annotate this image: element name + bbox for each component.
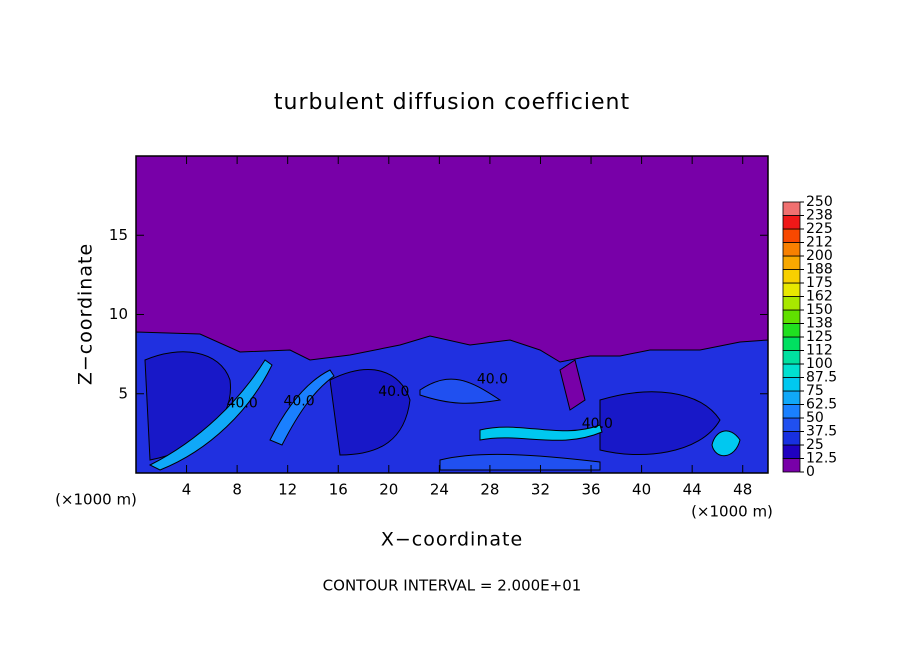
colorbar-label: 50 <box>806 410 824 426</box>
contour-label: 40.0 <box>477 371 508 387</box>
colorbar-swatch <box>782 309 801 324</box>
field-spot <box>711 430 741 457</box>
colorbar-label: 25 <box>806 437 824 453</box>
colorbar-label: 87.5 <box>806 370 837 386</box>
y-axis-label: Z−coordinate <box>75 243 97 385</box>
colorbar-label: 100 <box>806 356 833 372</box>
field-streak <box>439 453 601 471</box>
contour-label: 40.0 <box>582 416 613 432</box>
colorbar-swatch <box>782 431 801 446</box>
colorbar-label: 37.5 <box>806 424 837 440</box>
field <box>135 156 769 474</box>
colorbar-label: 188 <box>806 262 833 278</box>
colorbar-label: 12.5 <box>806 451 837 467</box>
field-streak <box>419 378 502 404</box>
colorbar-swatch <box>782 390 801 405</box>
colorbar-label: 75 <box>806 383 824 399</box>
colorbar-swatch <box>782 363 801 378</box>
x-tick-label: 44 <box>683 481 702 499</box>
contour-label: 40.0 <box>378 384 409 400</box>
field-streak <box>269 369 335 446</box>
colorbar-swatch <box>782 458 801 473</box>
x-tick-label: 32 <box>531 481 550 499</box>
x-unit-label: (×1000 m) <box>55 491 137 509</box>
field-patch <box>329 369 411 456</box>
x-tick-label: 8 <box>232 481 242 499</box>
y-tick-label: 15 <box>109 226 128 244</box>
contour-label: 40.0 <box>283 394 314 410</box>
colorbar-label: 62.5 <box>806 397 837 413</box>
field-patch <box>599 391 721 455</box>
colorbar-swatch <box>782 404 801 419</box>
colorbar-label: 225 <box>806 221 833 237</box>
colorbar-swatch <box>782 242 801 257</box>
y-tick-label: 5 <box>118 384 128 402</box>
x-axis-label: X−coordinate <box>381 529 523 551</box>
field-streak <box>148 359 273 471</box>
x-tick-label: 4 <box>182 481 192 499</box>
colorbar-label: 0 <box>806 464 815 480</box>
colorbar-swatch <box>782 350 801 365</box>
colorbar-label: 138 <box>806 316 833 332</box>
colorbar-swatch <box>782 336 801 351</box>
x-tick-label: 16 <box>329 481 348 499</box>
colorbar-swatch <box>782 269 801 284</box>
colorbar-swatch <box>782 323 801 338</box>
colorbar-swatch <box>782 282 801 297</box>
colorbar-swatch <box>782 417 801 432</box>
colorbar-label: 150 <box>806 302 833 318</box>
colorbar-label: 162 <box>806 289 833 305</box>
chart-title: turbulent diffusion coefficient <box>274 90 630 115</box>
colorbar-label: 175 <box>806 275 833 291</box>
colorbar-swatch <box>782 377 801 392</box>
colorbar-label: 125 <box>806 329 833 345</box>
colorbar-swatch <box>782 228 801 243</box>
colorbar-swatch <box>782 255 801 270</box>
x-tick-label: 24 <box>430 481 449 499</box>
x-tick-label: 28 <box>480 481 499 499</box>
colorbar-label: 112 <box>806 343 833 359</box>
colorbar-swatch <box>782 444 801 459</box>
colorbar-swatch <box>782 215 801 230</box>
x-tick-label: 40 <box>632 481 651 499</box>
x-tick-label: 36 <box>581 481 600 499</box>
colorbar-label: 200 <box>806 248 833 264</box>
colorbar-swatch <box>782 201 801 216</box>
x-unit-label: (×1000 m) <box>691 503 773 521</box>
colorbar-swatch <box>782 296 801 311</box>
field-spot <box>559 359 586 411</box>
x-tick-label: 12 <box>278 481 297 499</box>
y-tick-label: 10 <box>109 305 128 323</box>
contour-label: 40.0 <box>227 395 258 411</box>
field-streak <box>479 424 603 441</box>
colorbar-label: 212 <box>806 235 833 251</box>
colorbar-label: 250 <box>806 194 833 210</box>
colorbar-label: 238 <box>806 208 833 224</box>
x-tick-label: 20 <box>379 481 398 499</box>
footer-note: CONTOUR INTERVAL = 2.000E+01 <box>323 577 582 595</box>
x-tick-label: 48 <box>733 481 752 499</box>
